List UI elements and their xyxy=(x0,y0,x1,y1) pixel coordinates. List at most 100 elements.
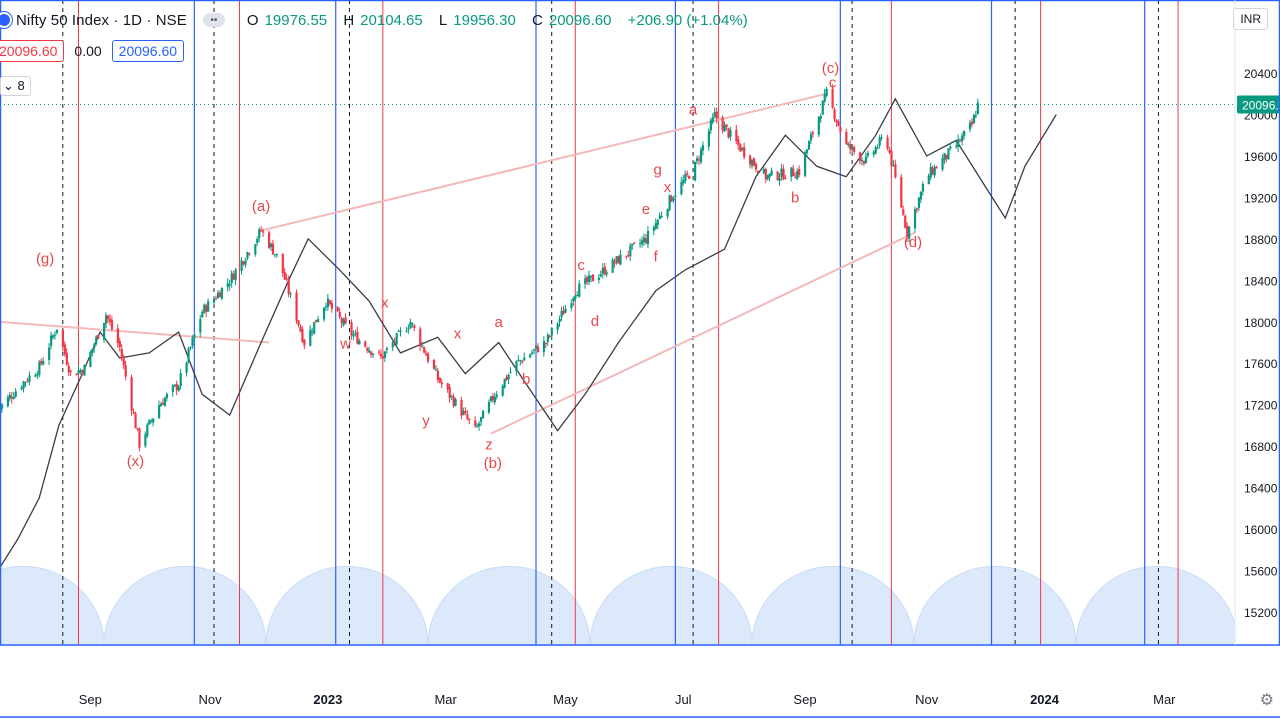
x-tick-label: Jul xyxy=(675,692,692,707)
candle-body xyxy=(880,137,883,139)
candle-body xyxy=(260,230,263,232)
candle-body xyxy=(627,254,630,256)
candle-body xyxy=(446,383,449,390)
candle-body xyxy=(281,253,284,273)
candle-body xyxy=(454,399,457,406)
spread-value: 0.00 xyxy=(74,43,102,59)
candle-body xyxy=(768,173,771,177)
candle-body xyxy=(784,178,787,180)
candle-body xyxy=(941,158,944,170)
candle-body xyxy=(161,402,165,405)
candle-body xyxy=(130,377,133,411)
candle-body xyxy=(48,347,51,360)
candle-body xyxy=(381,356,385,359)
candle-body xyxy=(519,360,522,362)
wave-label: (b) xyxy=(484,455,502,472)
channel-line xyxy=(260,92,827,232)
indicator-count: 8 xyxy=(17,78,25,93)
candle-body xyxy=(709,120,712,131)
x-tick-label: Mar xyxy=(1153,692,1176,707)
candle-body xyxy=(908,226,911,239)
candle-body xyxy=(315,319,318,323)
candle-body xyxy=(474,420,477,426)
candle-body xyxy=(173,384,176,387)
candle-body xyxy=(670,196,673,202)
candle-body xyxy=(423,347,426,353)
candle-body xyxy=(234,269,237,281)
candle-body xyxy=(108,318,112,323)
candle-body xyxy=(65,352,68,365)
candle-body xyxy=(51,335,55,338)
candle-body xyxy=(766,175,769,179)
candle-body xyxy=(97,334,100,339)
candle-body xyxy=(411,323,414,325)
candle-body xyxy=(132,412,135,414)
candle-body xyxy=(495,394,498,397)
candle-body xyxy=(338,312,341,318)
candle-body xyxy=(436,370,440,380)
candle-body xyxy=(205,305,208,313)
wave-label: (a) xyxy=(252,198,270,215)
candle-body xyxy=(729,130,732,137)
y-tick-label: 17200 xyxy=(1244,399,1278,413)
candle-body xyxy=(214,298,218,300)
candle-body xyxy=(199,318,202,333)
currency-badge[interactable]: INR xyxy=(1233,8,1268,30)
ohlc-high-value: 20104.65 xyxy=(360,11,423,29)
wave-label: f xyxy=(654,249,659,266)
candle-body xyxy=(644,238,648,243)
candle-body xyxy=(968,122,972,130)
candle-body xyxy=(943,153,946,161)
candle-body xyxy=(615,256,618,263)
candle-body xyxy=(917,197,921,208)
candle-body xyxy=(505,376,508,380)
candle-body xyxy=(874,147,877,154)
candle-body xyxy=(831,88,834,108)
x-tick-label: 2024 xyxy=(1030,692,1060,707)
candle-body xyxy=(34,375,37,377)
cycle-arc xyxy=(265,565,429,646)
candle-body xyxy=(326,298,330,308)
candle-body xyxy=(578,283,581,297)
sell-price-badge[interactable]: 20096.60 xyxy=(0,40,65,62)
wave-label: (g) xyxy=(36,251,54,268)
buy-price-badge[interactable]: 20096.60 xyxy=(111,40,185,62)
candle-body xyxy=(839,127,842,132)
candle-body xyxy=(55,329,59,333)
candle-body xyxy=(811,132,815,135)
candle-body xyxy=(24,381,27,383)
candle-body xyxy=(79,369,82,373)
candle-body xyxy=(491,395,494,401)
gear-icon[interactable]: ⚙ xyxy=(1259,692,1274,709)
candle-body xyxy=(792,168,795,177)
candle-body xyxy=(715,111,718,119)
candle-body xyxy=(754,163,758,170)
candle-body xyxy=(324,306,328,308)
wave-label: c xyxy=(577,257,585,274)
candle-body xyxy=(460,400,463,416)
wave-label: b xyxy=(791,190,799,207)
candle-body xyxy=(399,330,402,332)
symbol-title[interactable]: Nifty 50 Index · 1D · NSE xyxy=(16,11,187,29)
wave-label: c xyxy=(829,75,837,92)
candle-body xyxy=(53,334,57,336)
candle-body xyxy=(750,160,754,166)
wave-label: a xyxy=(689,101,698,118)
candle-body xyxy=(921,183,925,192)
ohlc-close-value: 20096.60 xyxy=(548,11,612,29)
indicators-collapse-button[interactable]: ⌄ 8 xyxy=(0,76,31,96)
eye-icon[interactable]: •• xyxy=(202,13,225,27)
candle-body xyxy=(364,341,367,347)
candle-body xyxy=(438,377,441,383)
candle-body xyxy=(970,121,974,125)
candle-body xyxy=(177,386,180,391)
candle-body xyxy=(28,375,31,382)
candle-body xyxy=(564,308,567,313)
candle-body xyxy=(688,175,691,179)
candle-body xyxy=(452,396,455,407)
candle-body xyxy=(619,254,622,265)
candle-body xyxy=(878,137,881,146)
candle-body xyxy=(83,365,86,376)
candle-body xyxy=(220,287,224,299)
